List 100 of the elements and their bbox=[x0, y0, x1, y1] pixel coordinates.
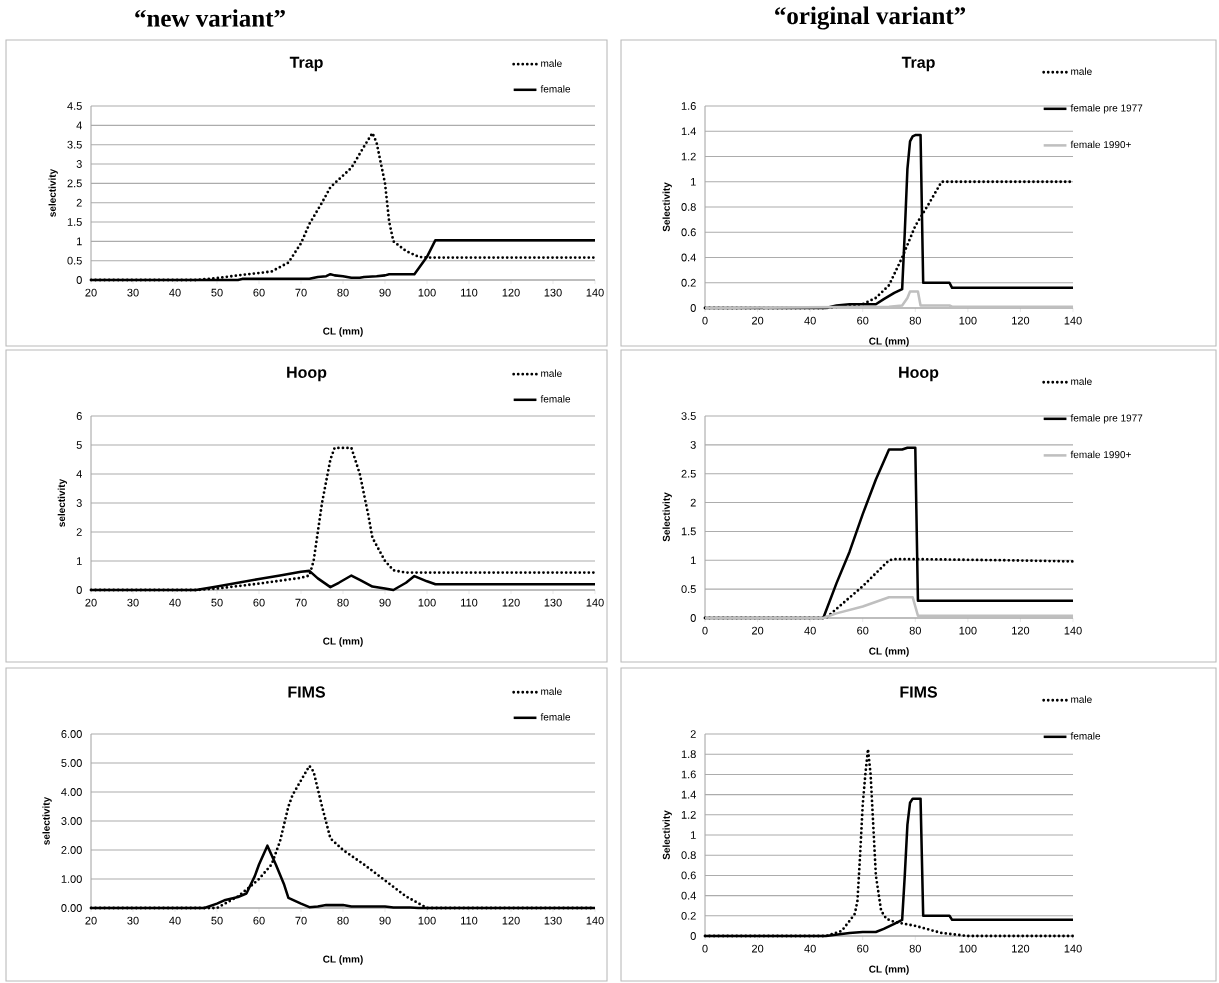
x-tick-label: 50 bbox=[211, 288, 223, 297]
x-tick-label: 40 bbox=[169, 916, 181, 925]
y-tick-label: 1.4 bbox=[681, 790, 696, 799]
chart-title: FIMS bbox=[288, 686, 325, 698]
y-axis-title: Selectivity bbox=[662, 492, 672, 542]
x-axis-title: CL (mm) bbox=[869, 647, 909, 657]
x-tick-label: 50 bbox=[211, 598, 223, 607]
x-tick-label: 110 bbox=[461, 288, 478, 297]
x-tick-label: 20 bbox=[752, 626, 764, 635]
y-tick-label: 6 bbox=[76, 412, 82, 420]
x-tick-label: 40 bbox=[804, 626, 816, 635]
y-tick-label: 1 bbox=[691, 177, 696, 186]
y-tick-label: 3.5 bbox=[67, 140, 82, 149]
legend-label: female bbox=[540, 395, 571, 403]
y-tick-label: 1.6 bbox=[681, 770, 696, 779]
y-tick-label: 5.00 bbox=[61, 759, 82, 767]
x-tick-label: 20 bbox=[85, 916, 97, 925]
x-tick-label: 20 bbox=[752, 944, 764, 953]
x-tick-label: 70 bbox=[295, 916, 307, 925]
y-tick-label: 1.00 bbox=[61, 875, 82, 883]
y-tick-label: 1.5 bbox=[681, 527, 696, 536]
y-tick-label: 1 bbox=[77, 237, 82, 246]
legend-label: male bbox=[1071, 67, 1092, 75]
y-tick-label: 1.2 bbox=[681, 810, 696, 819]
y-tick-label: 2 bbox=[690, 498, 696, 507]
legend-label: female bbox=[1070, 732, 1101, 740]
x-tick-label: 40 bbox=[804, 316, 816, 325]
x-tick-label: 90 bbox=[379, 288, 391, 297]
x-tick-label: 80 bbox=[337, 598, 349, 607]
chart-title: Trap bbox=[289, 56, 323, 72]
x-tick-label: 80 bbox=[909, 944, 921, 953]
y-tick-label: 1 bbox=[691, 831, 696, 839]
y-tick-label: 5 bbox=[76, 441, 82, 449]
y-axis-title: selectivity bbox=[48, 168, 58, 217]
legend-label: female bbox=[540, 85, 571, 93]
y-tick-label: 2.5 bbox=[67, 179, 82, 188]
x-axis-title: CL (mm) bbox=[869, 337, 909, 347]
y-tick-label: 3 bbox=[76, 160, 82, 168]
x-tick-label: 20 bbox=[85, 598, 97, 607]
y-tick-label: 0.6 bbox=[681, 228, 696, 237]
y-tick-label: 3.00 bbox=[61, 817, 82, 825]
legend-label: female pre 1977 bbox=[1070, 414, 1143, 424]
y-tick-label: 0 bbox=[690, 614, 696, 622]
chart-title: Hoop bbox=[899, 366, 939, 382]
x-tick-label: 60 bbox=[857, 944, 869, 953]
x-tick-label: 110 bbox=[461, 916, 478, 925]
x-tick-label: 0 bbox=[702, 316, 708, 325]
text: “new variant” bbox=[135, 9, 285, 27]
x-tick-label: 30 bbox=[127, 916, 139, 925]
x-tick-label: 120 bbox=[502, 598, 520, 607]
x-tick-label: 80 bbox=[909, 316, 921, 325]
y-tick-label: 0 bbox=[690, 932, 696, 940]
x-tick-label: 100 bbox=[959, 316, 977, 325]
x-tick-label: 140 bbox=[586, 916, 604, 925]
y-tick-label: 2 bbox=[76, 198, 82, 207]
x-tick-label: 130 bbox=[544, 288, 562, 297]
text: “original variant” bbox=[775, 6, 966, 30]
legend-label: male bbox=[1071, 695, 1092, 703]
x-tick-label: 100 bbox=[418, 598, 436, 607]
x-tick-label: 80 bbox=[337, 916, 349, 925]
x-tick-label: 120 bbox=[502, 916, 520, 925]
x-tick-label: 70 bbox=[295, 288, 307, 297]
y-tick-label: 4 bbox=[76, 470, 82, 478]
x-tick-label: 60 bbox=[253, 288, 265, 297]
x-tick-label: 60 bbox=[857, 626, 869, 635]
legend-label: female 1990+ bbox=[1070, 450, 1131, 459]
chart-title: Hoop bbox=[287, 366, 327, 382]
y-tick-label: 1 bbox=[77, 557, 82, 565]
x-axis-title: CL (mm) bbox=[869, 965, 909, 975]
y-tick-label: 4.5 bbox=[67, 102, 82, 110]
x-tick-label: 110 bbox=[461, 598, 478, 607]
legend-label: female pre 1977 bbox=[1070, 104, 1143, 114]
legend-label: male bbox=[541, 59, 562, 67]
y-tick-label: 2.00 bbox=[61, 846, 82, 854]
x-tick-label: 140 bbox=[1064, 944, 1082, 953]
x-tick-label: 40 bbox=[804, 944, 816, 953]
x-tick-label: 140 bbox=[586, 598, 604, 607]
y-tick-label: 0.8 bbox=[681, 203, 696, 211]
legend-label: male bbox=[541, 687, 562, 695]
y-tick-label: 1.5 bbox=[67, 218, 82, 226]
x-tick-label: 140 bbox=[586, 288, 604, 297]
y-tick-label: 0.2 bbox=[681, 911, 696, 920]
y-tick-label: 0.00 bbox=[61, 904, 82, 912]
y-tick-label: 6.00 bbox=[61, 730, 82, 738]
y-tick-label: 0 bbox=[690, 304, 696, 312]
x-tick-label: 60 bbox=[253, 598, 265, 607]
x-tick-label: 20 bbox=[85, 288, 97, 297]
x-tick-label: 40 bbox=[169, 288, 181, 297]
y-tick-label: 3 bbox=[76, 499, 82, 507]
x-tick-label: 0 bbox=[702, 944, 708, 953]
x-tick-label: 20 bbox=[752, 316, 764, 325]
x-tick-label: 60 bbox=[857, 316, 869, 325]
x-tick-label: 50 bbox=[211, 916, 223, 925]
y-tick-label: 0.8 bbox=[681, 851, 696, 860]
y-tick-label: 4.00 bbox=[61, 788, 82, 796]
x-tick-label: 130 bbox=[544, 598, 562, 607]
x-tick-label: 100 bbox=[418, 288, 436, 297]
x-tick-label: 80 bbox=[337, 288, 349, 297]
x-tick-label: 120 bbox=[502, 288, 520, 297]
y-axis-title: Selectivity bbox=[662, 810, 672, 860]
